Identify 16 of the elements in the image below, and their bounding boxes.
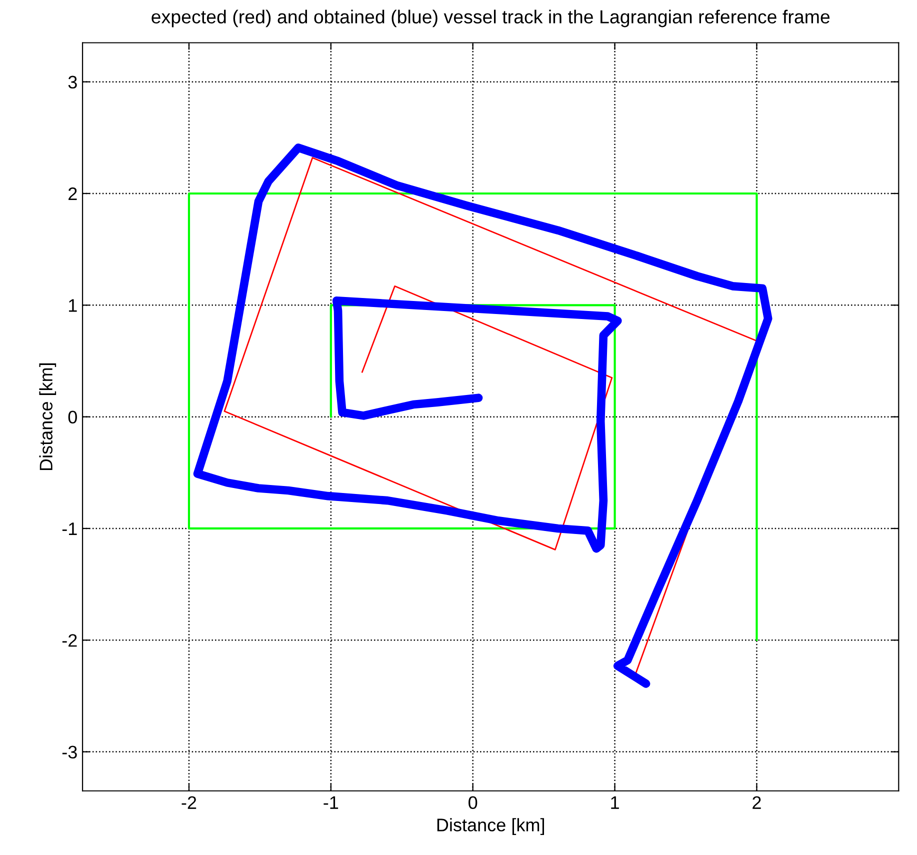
chart-title: expected (red) and obtained (blue) vessel track in the Lagrangian reference frame xyxy=(152,10,830,28)
y-axis-title: Distance [km] xyxy=(39,363,56,470)
y-tick-label: 3 xyxy=(68,76,77,89)
line-series xyxy=(188,192,758,642)
y-tick-label: 0 xyxy=(68,410,77,424)
y-tick-label: 1 xyxy=(69,299,77,312)
y-tick-label: -3 xyxy=(62,746,77,759)
y-tick-label: 2 xyxy=(68,187,77,200)
x-tick-label: -1 xyxy=(324,796,338,809)
y-tick-label: -2 xyxy=(62,634,77,647)
x-tick-label: -2 xyxy=(182,796,196,809)
y-tick-label: -1 xyxy=(62,522,77,536)
x-tick-label: 1 xyxy=(611,796,619,809)
x-tick-label: 0 xyxy=(468,796,478,809)
x-tick-label: 2 xyxy=(752,796,761,809)
x-axis-title: Distance [km] xyxy=(437,818,544,835)
